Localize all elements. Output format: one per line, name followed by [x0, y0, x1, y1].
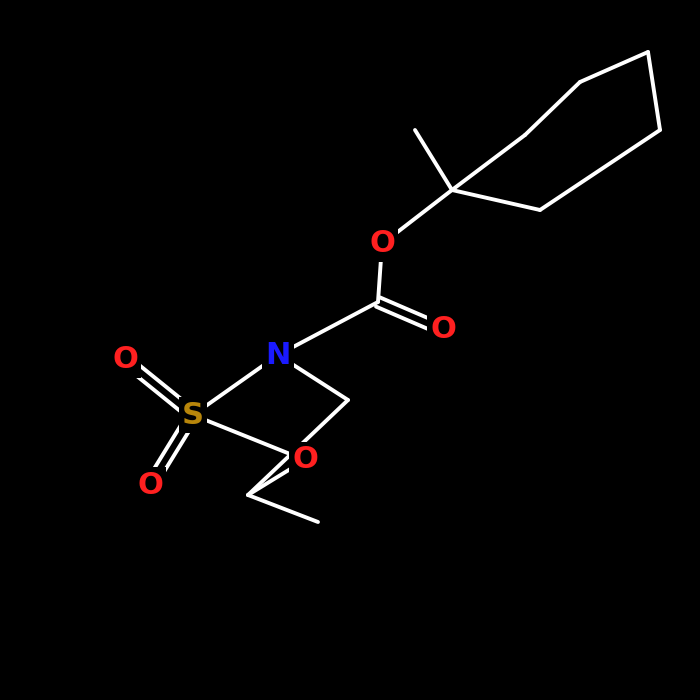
Text: O: O: [430, 316, 456, 344]
Text: S: S: [182, 400, 204, 430]
Text: O: O: [369, 230, 395, 258]
Text: N: N: [265, 340, 290, 370]
Text: O: O: [112, 346, 138, 375]
Text: O: O: [292, 445, 318, 475]
Text: O: O: [137, 470, 163, 500]
